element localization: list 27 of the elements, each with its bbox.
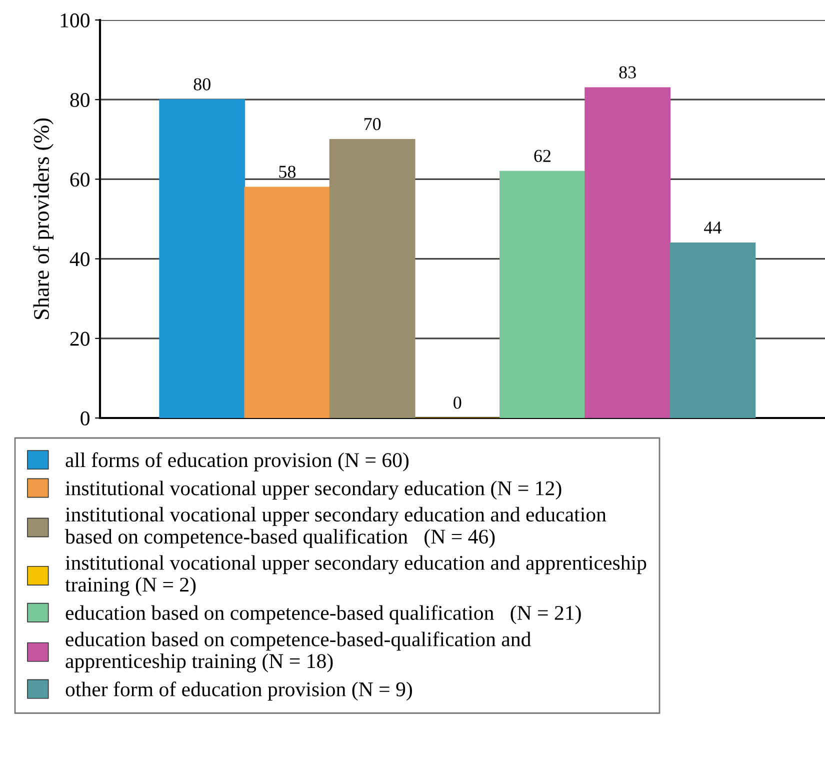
y-tick-label: 100 [60, 13, 90, 28]
y-tick-label: 80 [70, 92, 90, 108]
legend-label: institutional vocational upper secondary education and education based on competence-based qualification (N = 46) [65, 506, 606, 548]
y-axis-title: Share of providers (%) [33, 118, 54, 320]
bar [500, 170, 586, 418]
data-label: 70 [364, 118, 381, 130]
data-label: 62 [534, 150, 551, 162]
y-tick-label: 60 [70, 172, 90, 187]
data-label: 80 [194, 78, 210, 90]
legend-label: institutional vocational upper secondary education and apprenticeship training (N = 2) [65, 555, 646, 596]
bar [244, 186, 330, 418]
legend-label: institutional vocational upper secondary education (N = 12) [65, 480, 562, 500]
bar [329, 138, 416, 418]
legend-label: all forms of education provision (N = 60) [66, 452, 409, 472]
legend-label: education based on competence-based-qualification and apprenticeship training (N = 18) [66, 631, 531, 672]
data-label: 58 [279, 166, 296, 178]
bar [670, 242, 756, 418]
bar [584, 87, 671, 418]
bar [159, 99, 246, 418]
y-tick-label: 40 [70, 252, 90, 266]
legend-label: other form of education provision (N = 9) [66, 682, 412, 701]
y-tick-label: 0 [80, 411, 90, 426]
data-label: 44 [704, 222, 722, 234]
legend-label: education based on competence-based qualification (N = 21) [66, 605, 581, 624]
data-label: 83 [619, 66, 636, 78]
data-label: 0 [454, 396, 462, 409]
y-tick-label: 20 [70, 332, 90, 346]
